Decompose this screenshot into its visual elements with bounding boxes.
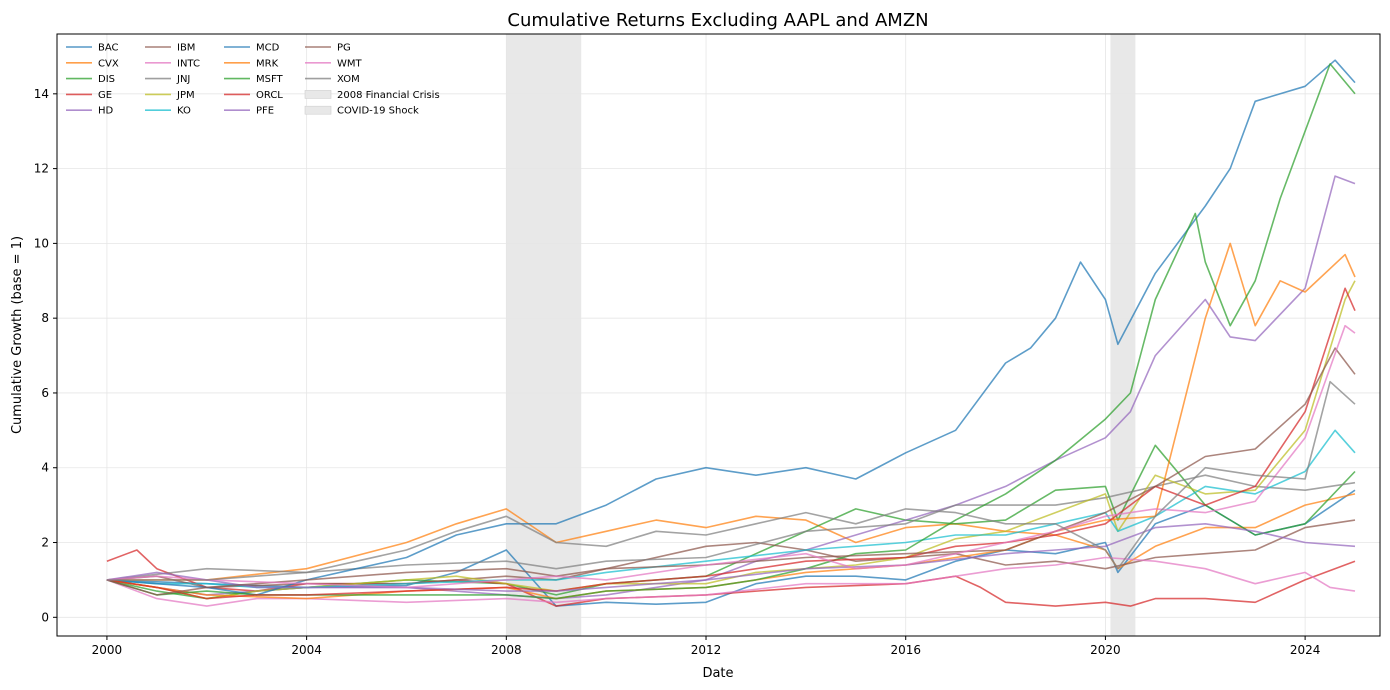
- y-tick-label: 10: [34, 236, 49, 250]
- legend-label: IBM: [177, 43, 195, 54]
- legend-entry: MSFT: [224, 74, 284, 85]
- series-line-pg: [106, 347, 1356, 596]
- legend-label: COVID-19 Shock: [337, 106, 419, 117]
- legend-entry: MCD: [224, 43, 280, 54]
- x-axis-ticks: 2000 2004 2008 2012 2016 2020 2024: [92, 636, 1321, 657]
- legend-entry: MRK: [224, 58, 279, 69]
- x-tick-label: 2016: [890, 643, 921, 657]
- y-tick-label: 12: [34, 162, 49, 176]
- legend-label: PG: [337, 43, 351, 54]
- series-line-pfe: [106, 523, 1356, 592]
- legend: BAC CVX DIS GE HD IBM INTC JNJ JPM KO MCD MRK MSFT OR…: [66, 43, 440, 117]
- legend-label: BAC: [98, 43, 119, 54]
- series-lines: [106, 59, 1356, 607]
- legend-entry: XOM: [305, 74, 360, 85]
- legend-entry: JPM: [145, 90, 195, 101]
- series-line-msft: [106, 63, 1356, 600]
- legend-label: DIS: [98, 74, 115, 85]
- legend-entry: IBM: [145, 43, 195, 54]
- y-tick-label: 2: [41, 536, 49, 550]
- y-tick-label: 6: [41, 386, 49, 400]
- chart-title: Cumulative Returns Excluding AAPL and AM…: [507, 10, 928, 31]
- legend-entry: KO: [145, 106, 191, 117]
- y-tick-label: 8: [41, 311, 49, 325]
- legend-swatch: [304, 105, 332, 115]
- x-tick-label: 2004: [291, 643, 322, 657]
- legend-entry: BAC: [66, 43, 119, 54]
- y-tick-label: 0: [41, 610, 49, 624]
- series-line-bac: [106, 489, 1356, 607]
- legend-label: MRK: [256, 58, 279, 69]
- x-tick-label: 2000: [92, 643, 123, 657]
- legend-entry: WMT: [305, 58, 363, 69]
- series-line-hd: [106, 175, 1356, 600]
- legend-entry: COVID-19 Shock: [304, 105, 419, 117]
- x-tick-label: 2024: [1290, 643, 1321, 657]
- legend-label: ORCL: [256, 90, 283, 101]
- legend-entry: JNJ: [145, 74, 190, 85]
- legend-entry: CVX: [66, 58, 119, 69]
- legend-label: MCD: [256, 43, 280, 54]
- y-axis-label: Cumulative Growth (base = 1): [10, 236, 25, 434]
- legend-entry: HD: [66, 106, 114, 117]
- legend-entry: PG: [305, 43, 351, 54]
- series-line-xom: [106, 380, 1356, 581]
- legend-entry: INTC: [145, 58, 200, 69]
- plot-frame: [56, 33, 1381, 637]
- legend-label: KO: [177, 106, 191, 117]
- legend-label: GE: [98, 90, 112, 101]
- series-line-cvx: [106, 493, 1356, 581]
- legend-entry: DIS: [66, 74, 115, 85]
- legend-entry: 2008 Financial Crisis: [304, 90, 440, 101]
- series-line-orcl: [106, 287, 1356, 600]
- grid: [57, 34, 1380, 636]
- series-line-mrk: [106, 242, 1356, 600]
- x-tick-label: 2012: [691, 643, 722, 657]
- legend-swatch: [304, 90, 332, 99]
- legend-label: INTC: [177, 58, 200, 69]
- legend-label: JPM: [176, 90, 195, 101]
- y-axis-ticks: 0 2 4 6 8 10 12 14: [34, 87, 57, 624]
- legend-label: WMT: [337, 58, 363, 69]
- shaded-region-1: [506, 34, 582, 636]
- legend-entry: PFE: [224, 106, 274, 117]
- legend-label: PFE: [256, 106, 274, 117]
- x-tick-label: 2020: [1090, 643, 1121, 657]
- legend-label: MSFT: [256, 74, 284, 85]
- x-tick-label: 2008: [491, 643, 522, 657]
- legend-label: JNJ: [176, 74, 190, 85]
- y-tick-label: 14: [34, 87, 49, 101]
- legend-entry: ORCL: [224, 90, 283, 101]
- legend-label: HD: [98, 106, 114, 117]
- series-line-intc: [106, 556, 1356, 607]
- y-tick-label: 4: [41, 461, 49, 475]
- legend-label: 2008 Financial Crisis: [337, 90, 440, 101]
- legend-label: CVX: [98, 58, 119, 69]
- x-axis-label: Date: [702, 666, 733, 681]
- legend-label: XOM: [337, 74, 360, 85]
- legend-entry: GE: [66, 90, 112, 101]
- series-line-wmt: [106, 324, 1356, 589]
- series-line-jnj: [106, 474, 1356, 581]
- series-line-mcd: [106, 59, 1356, 596]
